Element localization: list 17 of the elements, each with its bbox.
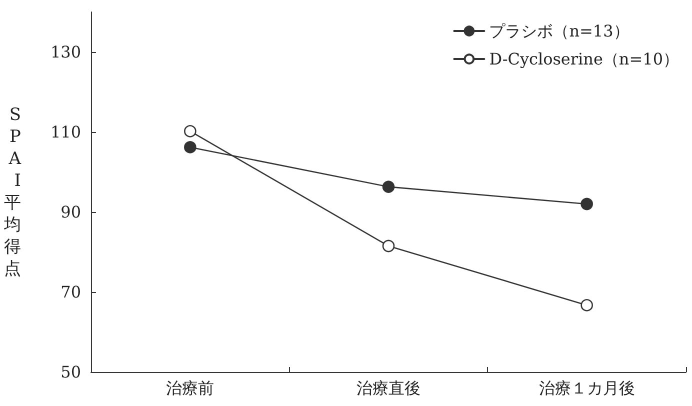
point	[184, 141, 196, 154]
y-axis-title: SPAI平均得点	[3, 105, 22, 279]
y-tick-label: 50	[60, 362, 81, 382]
x-tick-label: 治療前	[166, 378, 214, 398]
y-tick-label: 130	[50, 42, 81, 62]
x-tick-label: 治療１カ月後	[538, 378, 635, 398]
point	[382, 240, 395, 252]
legend-label: プラシボ（n=13）	[489, 22, 630, 40]
x-tick-label: 治療直後	[356, 378, 420, 398]
legend-label: D-Cycloserine（n=10）	[489, 50, 679, 68]
y-tick-label: 70	[60, 282, 81, 302]
point	[580, 299, 593, 312]
y-tick-label: 110	[50, 122, 81, 142]
point	[382, 180, 395, 193]
point	[184, 125, 196, 138]
y-tick-label: 90	[60, 202, 81, 222]
point	[580, 198, 593, 210]
